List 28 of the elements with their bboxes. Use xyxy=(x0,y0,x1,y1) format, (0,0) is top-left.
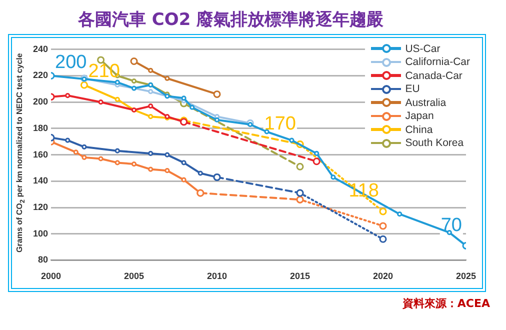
y-tick-label: 140 xyxy=(32,176,48,186)
legend-label: US-Car xyxy=(405,42,440,55)
legend-label: Australia xyxy=(405,96,446,109)
x-tick-label: 2005 xyxy=(124,271,144,282)
y-tick-label: 160 xyxy=(32,149,48,160)
legend-label: Japan xyxy=(405,110,434,122)
legend-label: California-Car xyxy=(405,56,470,68)
x-tick-label: 2020 xyxy=(372,271,394,282)
legend-label: EU xyxy=(405,83,420,96)
y-tick-label: 240 xyxy=(32,44,48,54)
y-tick-label: 100 xyxy=(32,228,48,238)
x-tick-label: 2015 xyxy=(290,271,310,282)
source-note: 資料來源：ACEA xyxy=(401,296,491,311)
y-tick-label: 120 xyxy=(32,202,48,212)
annotation: 200 xyxy=(55,52,87,73)
legend-label: Canada-Car xyxy=(405,70,462,82)
y-tick-label: 220 xyxy=(32,70,48,80)
annotation: 170 xyxy=(264,113,296,134)
y-tick-label: 200 xyxy=(32,96,48,107)
chart-title: 各國汽車 CO2 廢氣排放標準將逐年趨嚴 xyxy=(76,9,385,32)
x-tick-label: 2025 xyxy=(456,271,476,282)
annotation: 70 xyxy=(440,214,462,236)
legend-label: China xyxy=(405,124,433,136)
x-tick-label: 2010 xyxy=(206,271,228,282)
y-tick-label: 80 xyxy=(38,254,48,265)
legend-label: South Korea xyxy=(405,137,464,150)
y-tick-label: 180 xyxy=(32,122,48,133)
x-tick-label: 2000 xyxy=(41,271,62,282)
